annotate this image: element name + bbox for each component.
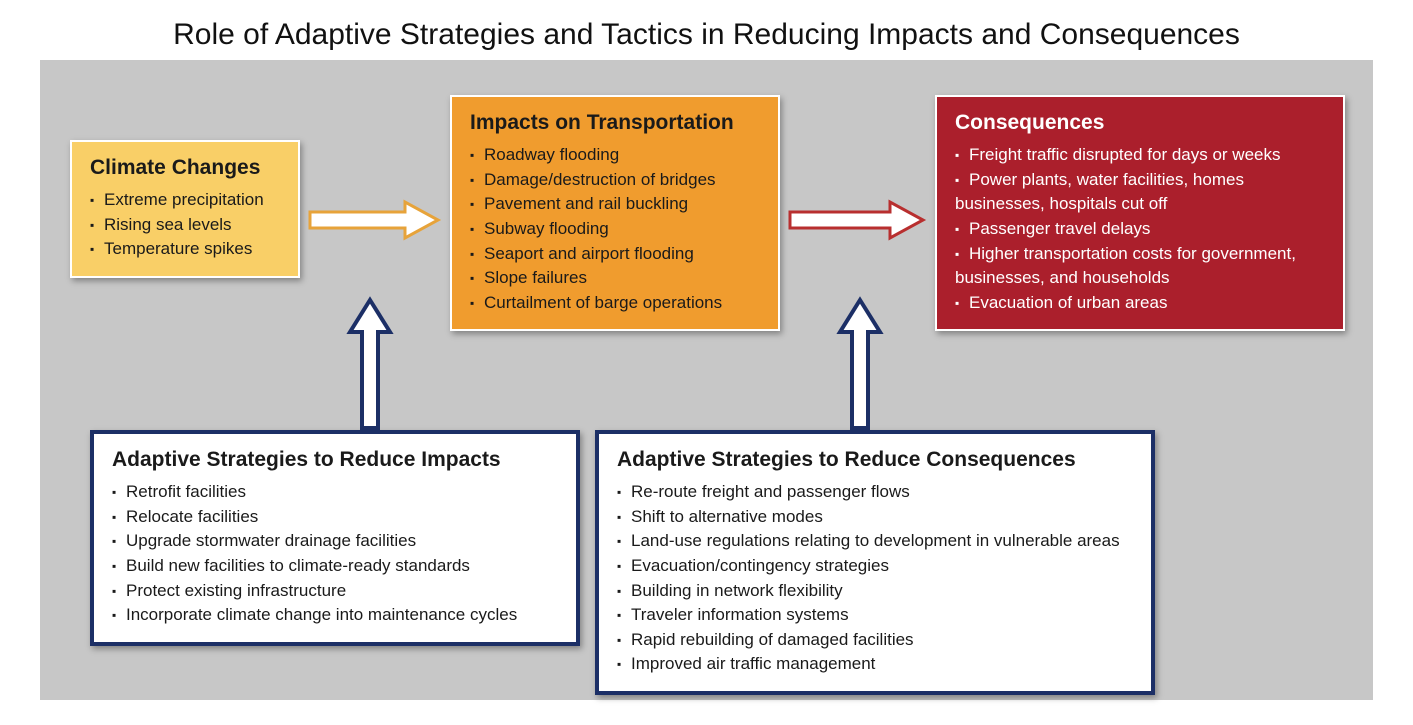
list-item: Re-route freight and passenger flows [617,480,1133,505]
list-item: Passenger travel delays [955,217,1325,242]
list-item: Relocate facilities [112,505,558,530]
list-item: Upgrade stormwater drainage facilities [112,529,558,554]
list-item: Improved air traffic management [617,652,1133,677]
list-item: Traveler information systems [617,603,1133,628]
list-item: Higher transportation costs for governme… [955,242,1325,291]
box-reduce-consequences: Adaptive Strategies to Reduce Consequenc… [595,430,1155,695]
list-item: Build new facilities to climate-ready st… [112,554,558,579]
box-consequences: Consequences Freight traffic disrupted f… [935,95,1345,331]
list-item: Protect existing infrastructure [112,579,558,604]
box-impacts: Impacts on Transportation Roadway floodi… [450,95,780,331]
list-item: Seaport and airport flooding [470,242,760,267]
list-item: Damage/destruction of bridges [470,168,760,193]
arrow-up-icon [838,298,882,430]
list-item: Pavement and rail buckling [470,192,760,217]
list-item: Extreme precipitation [90,188,280,213]
arrow-shape [790,202,923,238]
list-item: Building in network flexibility [617,579,1133,604]
arrow-shape [840,300,880,428]
list-item: Evacuation of urban areas [955,291,1325,316]
list-item: Freight traffic disrupted for days or we… [955,143,1325,168]
list-item: Subway flooding [470,217,760,242]
diagram-canvas: Climate Changes Extreme precipitation Ri… [40,60,1373,700]
list-item: Land-use regulations relating to develop… [617,529,1133,554]
arrow-right-icon [790,200,925,240]
list-item: Evacuation/contingency strategies [617,554,1133,579]
box-consequences-title: Consequences [955,111,1325,135]
list-item: Rising sea levels [90,213,280,238]
arrow-shape [350,300,390,428]
box-reduce-consequences-list: Re-route freight and passenger flows Shi… [617,480,1133,677]
box-climate-changes: Climate Changes Extreme precipitation Ri… [70,140,300,278]
list-item: Power plants, water facilities, homes bu… [955,168,1325,217]
box-climate-title: Climate Changes [90,156,280,180]
box-climate-list: Extreme precipitation Rising sea levels … [90,188,280,262]
arrow-up-icon [348,298,392,430]
box-reduce-impacts-title: Adaptive Strategies to Reduce Impacts [112,448,558,472]
box-impacts-list: Roadway flooding Damage/destruction of b… [470,143,760,315]
box-reduce-impacts: Adaptive Strategies to Reduce Impacts Re… [90,430,580,646]
list-item: Incorporate climate change into maintena… [112,603,558,628]
list-item: Rapid rebuilding of damaged facilities [617,628,1133,653]
box-reduce-impacts-list: Retrofit facilities Relocate facilities … [112,480,558,628]
list-item: Shift to alternative modes [617,505,1133,530]
list-item: Curtailment of barge operations [470,291,760,316]
list-item: Temperature spikes [90,237,280,262]
box-consequences-list: Freight traffic disrupted for days or we… [955,143,1325,315]
box-reduce-consequences-title: Adaptive Strategies to Reduce Consequenc… [617,448,1133,472]
page-title: Role of Adaptive Strategies and Tactics … [0,0,1413,60]
list-item: Retrofit facilities [112,480,558,505]
arrow-right-icon [310,200,440,240]
arrow-shape [310,202,438,238]
list-item: Roadway flooding [470,143,760,168]
box-impacts-title: Impacts on Transportation [470,111,760,135]
list-item: Slope failures [470,266,760,291]
